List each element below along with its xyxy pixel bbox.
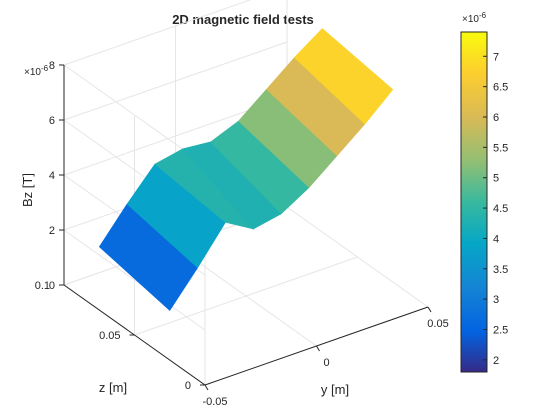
x-tick-label: -0.05 — [202, 396, 227, 408]
chart-title: 2D magnetic field tests — [172, 12, 314, 27]
x-tick-mark — [316, 345, 320, 352]
x-tick-label: 0.05 — [427, 318, 448, 330]
colorbar-tick-label: 4.5 — [493, 203, 508, 215]
z-tick-label: 0 — [49, 280, 55, 292]
x-axis-label: y [m] — [321, 382, 349, 397]
y-axis-label: z [m] — [99, 380, 127, 395]
surface — [98, 28, 394, 311]
x-tick-mark — [204, 384, 209, 391]
colorbar-ticks: 2 2.5 3 3.5 4 4.5 5 5.5 6 6.5 7 — [483, 51, 508, 367]
z-tick-label: 2 — [49, 225, 55, 237]
colorbar-tick-label: 7 — [493, 51, 499, 63]
colorbar-tick-label: 6.5 — [493, 82, 508, 94]
axes-frame — [59, 64, 432, 391]
y-tick-label: 0 — [185, 380, 191, 392]
colorbar-tick-label: 5.5 — [493, 142, 508, 154]
z-axis-label: Bz [T] — [20, 173, 35, 207]
colorbar-tick-label: 3 — [493, 294, 499, 306]
grid-line — [134, 256, 358, 336]
z-tick-label: 4 — [49, 170, 55, 182]
colorbar-tick-label: 2.5 — [493, 325, 508, 337]
colorbar — [460, 31, 488, 373]
x-tick-mark — [427, 306, 432, 313]
surface-patch — [293, 28, 394, 125]
y-tick-label: 0.05 — [99, 330, 120, 342]
z-multiplier: ×10-6 — [24, 64, 49, 78]
colorbar-tick-label: 6 — [493, 112, 499, 124]
z-tick-label: 6 — [49, 115, 55, 127]
colorbar-tick-label: 5 — [493, 173, 499, 185]
colorbar-multiplier: ×10-6 — [462, 11, 487, 25]
colorbar-tick-label: 3.5 — [493, 264, 508, 276]
z-tick-label: 8 — [49, 60, 55, 72]
colorbar-tick-label: 2 — [493, 355, 499, 367]
y-tick-label: 0.1 — [35, 280, 50, 292]
x-tick-label: 0 — [323, 357, 329, 369]
colorbar-tick-label: 4 — [493, 233, 499, 245]
